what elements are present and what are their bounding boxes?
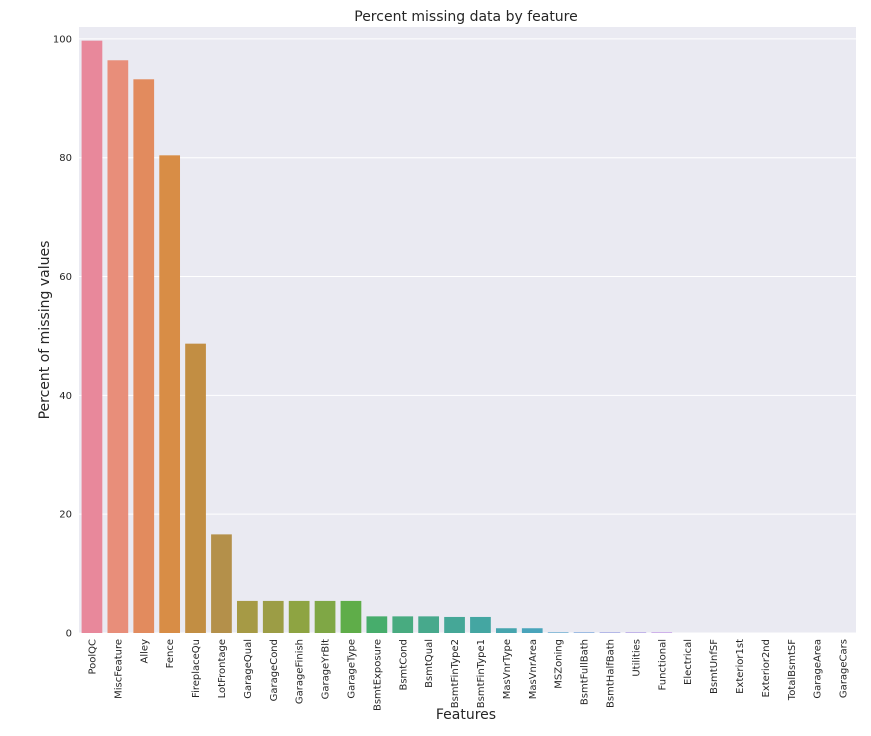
x-tick-label: GarageType	[346, 639, 357, 699]
x-tick-label: MasVnrType	[502, 639, 513, 699]
bar-bsmtfintype1	[470, 616, 491, 633]
bar-lotfrontage	[211, 534, 232, 633]
bar-functional	[651, 632, 673, 633]
x-tick-label: BsmtFinType2	[450, 639, 461, 708]
bar-bsmtfintype2	[444, 616, 465, 633]
x-tick-label: MiscFeature	[113, 639, 124, 699]
bar-fireplacequ	[185, 343, 206, 633]
chart-title: Percent missing data by feature	[354, 9, 578, 25]
bar-garagequal	[236, 600, 258, 633]
bars	[81, 40, 673, 634]
x-axis-title: Features	[436, 707, 496, 723]
x-tick-label: GarageArea	[813, 639, 824, 699]
bar-mszoning	[547, 632, 569, 633]
y-tick-labels: 0 20 40 60 80 100	[53, 34, 72, 639]
x-tick-label: Functional	[657, 639, 668, 690]
bar-masvnrarea	[521, 628, 543, 633]
bar-bsmtexposure	[366, 616, 388, 633]
x-tick-label: Electrical	[683, 639, 694, 685]
x-tick-label: MSZoning	[554, 639, 565, 689]
bar-masvnrtype	[495, 628, 517, 633]
bar-miscfeature	[107, 60, 129, 634]
plot-area	[79, 27, 856, 633]
y-tick-label: 20	[59, 510, 72, 521]
x-tick-label: TotalBsmtSF	[787, 639, 798, 701]
x-tick-label: Fence	[165, 639, 176, 668]
bar-bsmtfullbath	[573, 632, 595, 633]
y-tick-label: 60	[59, 272, 72, 283]
bar-utilities	[625, 632, 647, 633]
bar-garagecond	[262, 600, 284, 633]
x-tick-label: BsmtUnfSF	[709, 639, 720, 694]
x-tick-label: Exterior1st	[735, 639, 746, 694]
bar-bsmtcond	[392, 616, 414, 633]
x-tick-label: BsmtExposure	[372, 639, 383, 711]
y-axis-title: Percent of missing values	[37, 241, 53, 420]
y-tick-label: 40	[59, 391, 72, 402]
bar-poolqc	[81, 40, 103, 633]
x-tick-label: Exterior2nd	[761, 639, 772, 697]
x-tick-labels: PoolQC MiscFeature Alley Fence FireplaceQu Lo…	[87, 639, 849, 711]
x-tick-label: GarageQual	[243, 639, 254, 699]
x-tick-label: BsmtFinType1	[476, 639, 487, 708]
bar-garagefinish	[288, 600, 310, 633]
bar-alley	[133, 79, 155, 634]
x-tick-label: BsmtQual	[424, 639, 435, 688]
x-tick-label: LotFrontage	[217, 639, 228, 698]
x-tick-label: MasVnrArea	[528, 639, 539, 699]
x-tick-label: GarageYrBlt	[321, 639, 332, 699]
x-tick-label: BsmtCond	[398, 639, 409, 691]
x-tick-label: Utilities	[631, 639, 642, 677]
bar-fence	[159, 155, 181, 633]
bar-garageyrblt	[314, 600, 336, 633]
x-tick-label: FireplaceQu	[191, 639, 202, 698]
y-tick-label: 100	[53, 34, 72, 45]
bar-bsmtqual	[418, 616, 440, 633]
bar-bsmthalfbath	[599, 632, 621, 633]
x-tick-label: GarageCond	[269, 639, 280, 701]
y-tick-label: 80	[59, 153, 72, 164]
x-tick-label: GarageFinish	[295, 639, 306, 704]
x-tick-label: PoolQC	[87, 639, 98, 675]
bar-garagetype	[340, 600, 362, 633]
x-tick-label: BsmtHalfBath	[605, 639, 616, 708]
x-tick-label: BsmtFullBath	[580, 639, 591, 705]
y-tick-label: 0	[66, 629, 72, 640]
x-tick-label: GarageCars	[839, 639, 850, 698]
x-tick-label: Alley	[139, 639, 150, 664]
gridlines	[79, 38, 856, 634]
